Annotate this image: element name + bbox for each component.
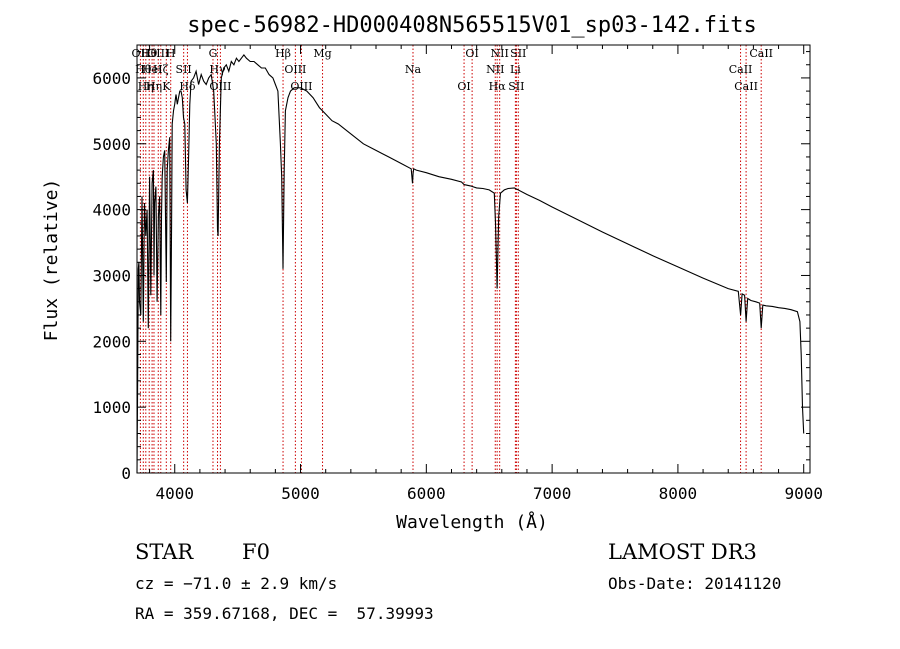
line-marker-label: OII <box>132 47 150 60</box>
object-class: STAR <box>135 540 194 564</box>
line-marker-label: Mg <box>313 47 331 60</box>
spectrum-line <box>136 53 805 474</box>
line-marker-label: CaII <box>734 80 758 93</box>
line-marker-label: NII <box>486 63 504 76</box>
y-tick-label: 2000 <box>92 332 131 351</box>
y-tick-label: 1000 <box>92 398 131 417</box>
redshift-text: cz = −71.0 ± 2.9 km/s <box>135 574 337 593</box>
x-tick-label: 5000 <box>281 484 320 503</box>
x-tick-label: 8000 <box>659 484 698 503</box>
y-tick-label: 6000 <box>92 69 131 88</box>
line-marker-label: Hα <box>489 80 507 93</box>
y-tick-label: 3000 <box>92 266 131 285</box>
line-marker-label: SII <box>176 63 192 76</box>
line-marker-label: H <box>166 47 176 60</box>
line-marker-label: Li <box>510 63 521 76</box>
line-markers <box>139 45 762 473</box>
x-tick-label: 6000 <box>407 484 446 503</box>
line-marker-label: SII <box>510 47 526 60</box>
line-marker-label: OIII <box>209 80 231 93</box>
x-ticks: 4000 5000 6000 7000 8000 9000 <box>149 45 823 503</box>
line-marker-label: OI <box>465 47 478 60</box>
plot-frame <box>136 44 811 474</box>
line-marker-label: SII <box>508 80 524 93</box>
line-marker-label: Hβ <box>275 47 291 60</box>
y-tick-label: 4000 <box>92 201 131 220</box>
line-marker-label: Hη <box>138 80 154 93</box>
y-tick-label: 0 <box>121 464 131 483</box>
y-ticks: 0 1000 2000 3000 4000 5000 6000 <box>92 51 810 483</box>
line-marker-label: G <box>209 47 218 60</box>
line-marker-label: Hζ <box>153 63 169 76</box>
line-marker-label: CaII <box>749 47 773 60</box>
line-marker-label: Hδ <box>179 80 196 93</box>
x-tick-label: 7000 <box>533 484 572 503</box>
survey-name: LAMOST DR3 <box>608 540 757 564</box>
object-subclass: F0 <box>242 540 270 564</box>
line-marker-label: Na <box>405 63 422 76</box>
line-marker-label: Hγ <box>209 63 226 76</box>
x-axis-label: Wavelength (Å) <box>396 511 548 533</box>
line-marker-label: Hθ <box>135 63 152 76</box>
line-marker-label: OIII <box>147 47 169 60</box>
coordinates: RA = 359.67168, DEC = 57.39993 <box>135 604 434 623</box>
marker-labels: OIIHθHηHθHeIHηOIIIHζKHSIIHδGHγOIIIHβOIII… <box>132 47 773 93</box>
line-marker-label: Hη <box>146 80 162 93</box>
line-marker-label: OIII <box>284 63 306 76</box>
line-marker-label: Hθ <box>141 47 158 60</box>
y-tick-label: 5000 <box>92 135 131 154</box>
line-marker-label: OIII <box>290 80 312 93</box>
line-marker-label: HeI <box>142 63 162 76</box>
x-tick-label: 4000 <box>155 484 194 503</box>
line-marker-label: OI <box>457 80 470 93</box>
line-marker-label: NII <box>491 47 509 60</box>
obs-date: Obs-Date: 20141120 <box>608 574 781 593</box>
y-axis-label: Flux (relative) <box>41 179 62 342</box>
line-marker-label: K <box>162 80 171 93</box>
chart-title: spec-56982-HD000408N565515V01_sp03-142.f… <box>187 13 757 38</box>
x-tick-label: 9000 <box>784 484 823 503</box>
line-marker-label: CaII <box>729 63 753 76</box>
